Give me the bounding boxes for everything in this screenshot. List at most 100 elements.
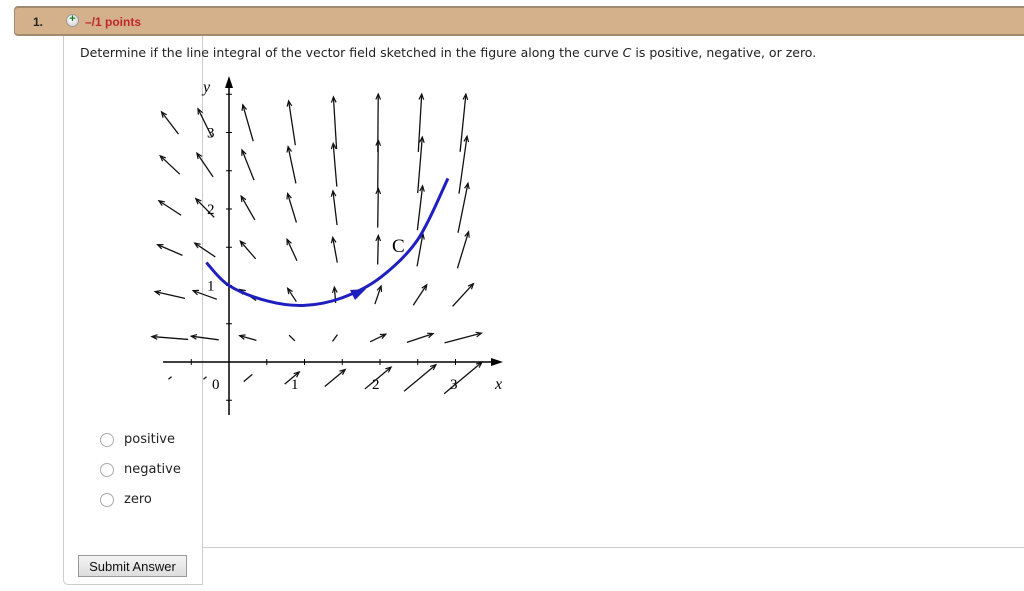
field-arrow-head <box>385 366 393 373</box>
field-arrow-head <box>241 103 248 111</box>
field-arrow <box>195 198 215 218</box>
field-arrow-head <box>330 235 337 244</box>
curve-label: C <box>392 236 405 257</box>
field-arrow <box>151 335 189 341</box>
field-arrow <box>288 334 296 342</box>
x-tick-label: 3 <box>450 377 458 393</box>
field-arrow-head <box>331 285 338 293</box>
field-arrow <box>406 333 434 343</box>
x-tick-label: 0 <box>212 377 220 393</box>
field-arrow-head <box>286 99 293 107</box>
field-arrow <box>239 335 257 341</box>
field-arrow-head <box>375 138 382 146</box>
field-arrow-head <box>150 334 158 340</box>
question-number: 1. <box>33 15 44 29</box>
field-arrow <box>159 155 181 175</box>
field-arrow-head <box>153 289 162 296</box>
field-arrow <box>443 361 483 395</box>
expand-plus-icon[interactable]: + <box>66 13 79 27</box>
field-arrow-head <box>462 92 469 101</box>
field-arrow-head <box>157 199 165 207</box>
field-arrow-head <box>191 289 200 296</box>
radio-button[interactable] <box>100 492 114 507</box>
field-arrow <box>240 195 256 221</box>
field-arrow <box>154 291 186 299</box>
field-arrow-head <box>193 242 201 249</box>
field-arrow <box>417 136 423 194</box>
field-arrow <box>242 104 254 142</box>
field-arrow-head <box>160 110 168 118</box>
field-arrow <box>192 290 218 300</box>
field-arrow-head <box>330 189 337 197</box>
field-arrow-head <box>197 107 203 115</box>
field-arrow-head <box>463 134 470 143</box>
field-arrow-head <box>339 368 347 376</box>
field-arrow-head <box>239 240 246 248</box>
radio-button[interactable] <box>100 462 114 477</box>
field-arrow <box>332 96 338 150</box>
field-arrow <box>158 200 182 216</box>
field-arrow-head <box>286 192 292 200</box>
option-positive[interactable]: positive <box>100 432 175 447</box>
field-arrow <box>332 334 338 342</box>
field-arrow-head <box>159 154 167 162</box>
field-arrow <box>369 333 387 343</box>
field-arrow <box>157 244 183 256</box>
field-arrow <box>287 146 297 184</box>
y-axis-arrow-icon <box>225 76 233 88</box>
field-arrow-head <box>379 333 388 340</box>
field-arrow <box>241 149 255 181</box>
x-axis-arrow-icon <box>491 358 503 366</box>
field-arrow <box>459 94 467 152</box>
field-arrow <box>412 284 428 306</box>
y-tick-label: 2 <box>207 202 215 218</box>
field-arrow-head <box>464 230 470 238</box>
field-arrow <box>243 373 253 383</box>
field-arrow <box>444 332 482 344</box>
field-arrow <box>191 335 219 341</box>
option-negative[interactable]: negative <box>100 462 181 477</box>
field-arrow-head <box>375 233 382 242</box>
field-arrow <box>287 287 297 303</box>
submit-answer-button[interactable]: Submit Answer <box>78 555 187 577</box>
field-arrow-head <box>330 141 337 150</box>
field-arrow <box>377 188 379 228</box>
field-arrow-head <box>330 95 337 103</box>
field-arrow <box>417 94 423 152</box>
field-arrow-head <box>430 363 438 371</box>
field-arrow <box>286 238 298 262</box>
field-arrow <box>332 143 338 187</box>
field-arrow <box>377 140 379 190</box>
field-arrow-head <box>419 184 425 192</box>
field-arrow <box>374 285 382 305</box>
field-arrow-head <box>194 197 202 205</box>
field-arrow <box>364 366 392 390</box>
field-arrow <box>324 368 346 388</box>
vector-field <box>150 92 484 395</box>
field-arrow-head <box>418 135 425 143</box>
field-arrow-head <box>475 331 483 338</box>
field-arrow <box>416 185 424 231</box>
field-arrow-head <box>464 181 470 190</box>
field-arrow-head <box>189 334 198 340</box>
field-arrow-head <box>375 92 382 100</box>
field-arrow <box>284 371 300 385</box>
field-arrow-head <box>421 283 428 291</box>
field-arrow <box>239 240 257 260</box>
option-zero[interactable]: zero <box>100 492 152 507</box>
curve-direction-arrow-icon <box>350 289 366 300</box>
field-arrow <box>332 190 338 226</box>
field-arrow <box>196 152 214 178</box>
field-arrow-head <box>427 332 435 339</box>
x-tick-label: 2 <box>372 377 380 393</box>
radio-button[interactable] <box>100 432 114 447</box>
field-arrow <box>458 136 468 194</box>
field-arrow-head <box>240 194 247 203</box>
curve-c <box>205 177 450 307</box>
field-arrow <box>194 242 216 258</box>
field-arrow <box>286 193 298 223</box>
field-arrow <box>416 233 424 267</box>
field-arrow <box>332 237 338 263</box>
field-arrow <box>287 100 297 146</box>
